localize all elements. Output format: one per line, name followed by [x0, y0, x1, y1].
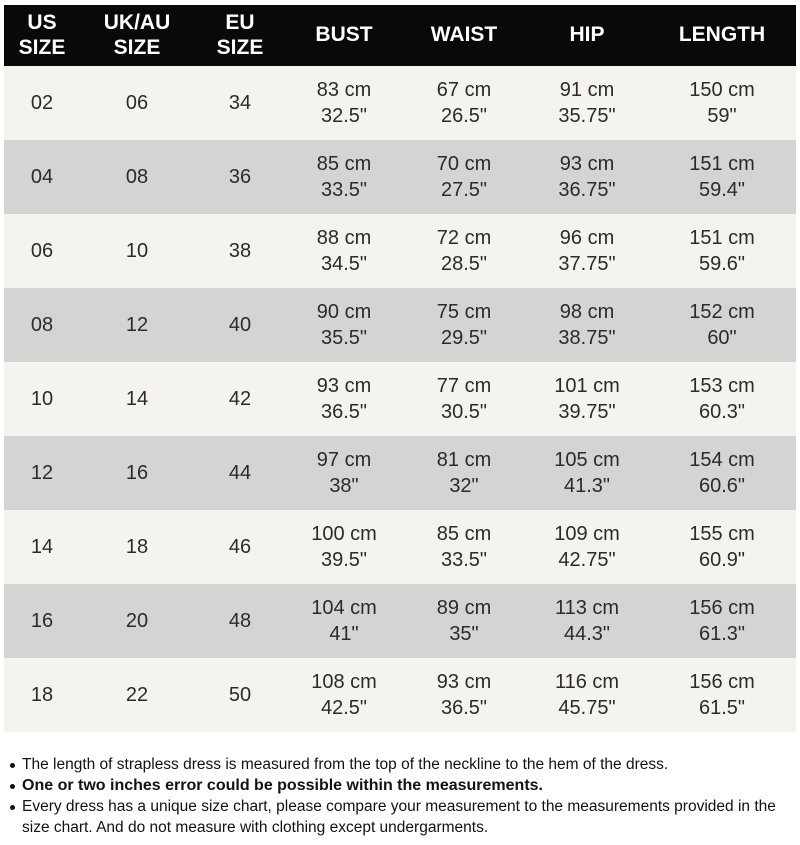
table-cell: 90 cm 35.5"	[316, 301, 372, 349]
table-header-row: US SIZE UK/AU SIZE EU SIZE BUST WAIST HI…	[4, 5, 796, 66]
table-cell: 93 cm 36.75"	[558, 153, 616, 201]
column-header-ukau-size: UK/AU SIZE	[103, 10, 171, 59]
size-table: US SIZE UK/AU SIZE EU SIZE BUST WAIST HI…	[4, 5, 796, 732]
table-cell: 154 cm 60.6"	[689, 449, 755, 497]
table-cell: 67 cm 26.5"	[436, 79, 492, 127]
table-cell: 04	[30, 166, 54, 188]
table-cell: 85 cm 33.5"	[436, 523, 492, 571]
table-row: 02 06 34 83 cm 32.5" 67 cm 26.5" 91 cm 35.75"…	[4, 66, 796, 140]
table-cell: 46	[228, 536, 252, 558]
table-cell: 02	[30, 92, 54, 114]
table-cell: 10	[30, 388, 54, 410]
bullet-icon	[10, 763, 15, 768]
table-row: 14 18 46 100 cm 39.5" 85 cm 33.5" 109 cm 42.7…	[4, 510, 796, 584]
table-cell: 44	[228, 462, 252, 484]
table-cell: 14	[125, 388, 149, 410]
table-cell: 06	[30, 240, 54, 262]
table-cell: 156 cm 61.3"	[689, 597, 755, 645]
table-cell: 98 cm 38.75"	[558, 301, 616, 349]
bullet-icon	[10, 784, 15, 789]
column-header-eu-size: EU SIZE	[216, 10, 264, 59]
table-cell: 18	[125, 536, 149, 558]
table-cell: 151 cm 59.4"	[689, 153, 755, 201]
footnote-text: One or two inches error could be possibl…	[22, 777, 543, 794]
table-cell: 97 cm 38"	[316, 449, 372, 497]
table-row: 16 20 48 104 cm 41" 89 cm 35" 113 cm 44.3" 156…	[4, 584, 796, 658]
table-row: 06 10 38 88 cm 34.5" 72 cm 28.5" 96 cm 37.75"…	[4, 214, 796, 288]
table-cell: 88 cm 34.5"	[316, 227, 372, 275]
table-cell: 150 cm 59"	[689, 79, 755, 127]
column-header-us-size: US SIZE	[18, 10, 66, 59]
footnote-length-measurement: The length of strapless dress is measure…	[8, 754, 794, 775]
table-cell: 155 cm 60.9"	[689, 523, 755, 571]
bullet-icon	[10, 805, 15, 810]
column-header-bust: BUST	[315, 23, 373, 47]
table-cell: 12	[125, 314, 149, 336]
table-cell: 93 cm 36.5"	[436, 671, 492, 719]
table-row: 18 22 50 108 cm 42.5" 93 cm 36.5" 116 cm 45.7…	[4, 658, 796, 732]
table-cell: 77 cm 30.5"	[436, 375, 492, 423]
table-cell: 10	[125, 240, 149, 262]
table-cell: 105 cm 41.3"	[554, 449, 620, 497]
table-cell: 153 cm 60.3"	[689, 375, 755, 423]
size-chart-page: US SIZE UK/AU SIZE EU SIZE BUST WAIST HI…	[0, 5, 800, 838]
column-header-hip: HIP	[569, 23, 605, 47]
table-cell: 109 cm 42.75"	[554, 523, 620, 571]
table-cell: 93 cm 36.5"	[316, 375, 372, 423]
table-cell: 104 cm 41"	[311, 597, 377, 645]
table-row: 10 14 42 93 cm 36.5" 77 cm 30.5" 101 cm 39.75…	[4, 362, 796, 436]
table-cell: 152 cm 60"	[689, 301, 755, 349]
table-cell: 75 cm 29.5"	[436, 301, 492, 349]
footnote-error-margin: One or two inches error could be possibl…	[8, 775, 794, 796]
table-cell: 20	[125, 610, 149, 632]
footnote-text: Every dress has a unique size chart, ple…	[22, 798, 776, 836]
footnote-text: The length of strapless dress is measure…	[22, 756, 669, 773]
table-row: 08 12 40 90 cm 35.5" 75 cm 29.5" 98 cm 38.75"…	[4, 288, 796, 362]
table-cell: 16	[125, 462, 149, 484]
footnote-unique-size-chart: Every dress has a unique size chart, ple…	[8, 796, 794, 838]
table-body: 02 06 34 83 cm 32.5" 67 cm 26.5" 91 cm 35.75"…	[4, 66, 796, 732]
table-row: 12 16 44 97 cm 38" 81 cm 32" 105 cm 41.3" 154 …	[4, 436, 796, 510]
table-cell: 91 cm 35.75"	[558, 79, 616, 127]
table-cell: 12	[30, 462, 54, 484]
table-cell: 85 cm 33.5"	[316, 153, 372, 201]
table-cell: 40	[228, 314, 252, 336]
table-cell: 83 cm 32.5"	[316, 79, 372, 127]
table-cell: 36	[228, 166, 252, 188]
table-cell: 113 cm 44.3"	[554, 597, 620, 645]
table-cell: 34	[228, 92, 252, 114]
table-cell: 89 cm 35"	[436, 597, 492, 645]
table-cell: 108 cm 42.5"	[311, 671, 377, 719]
column-header-length: LENGTH	[678, 23, 766, 47]
footnotes: The length of strapless dress is measure…	[8, 754, 794, 838]
table-cell: 08	[30, 314, 54, 336]
column-header-waist: WAIST	[430, 23, 498, 47]
table-row: 04 08 36 85 cm 33.5" 70 cm 27.5" 93 cm 36.75"…	[4, 140, 796, 214]
table-cell: 42	[228, 388, 252, 410]
table-cell: 08	[125, 166, 149, 188]
table-cell: 14	[30, 536, 54, 558]
table-cell: 50	[228, 684, 252, 706]
table-cell: 48	[228, 610, 252, 632]
table-cell: 151 cm 59.6"	[689, 227, 755, 275]
table-cell: 81 cm 32"	[436, 449, 492, 497]
table-cell: 101 cm 39.75"	[554, 375, 620, 423]
table-cell: 22	[125, 684, 149, 706]
table-cell: 06	[125, 92, 149, 114]
table-cell: 100 cm 39.5"	[311, 523, 377, 571]
table-cell: 116 cm 45.75"	[554, 671, 620, 719]
table-cell: 38	[228, 240, 252, 262]
table-cell: 96 cm 37.75"	[558, 227, 616, 275]
table-cell: 156 cm 61.5"	[689, 671, 755, 719]
table-cell: 16	[30, 610, 54, 632]
table-cell: 72 cm 28.5"	[436, 227, 492, 275]
table-cell: 70 cm 27.5"	[436, 153, 492, 201]
table-cell: 18	[30, 684, 54, 706]
